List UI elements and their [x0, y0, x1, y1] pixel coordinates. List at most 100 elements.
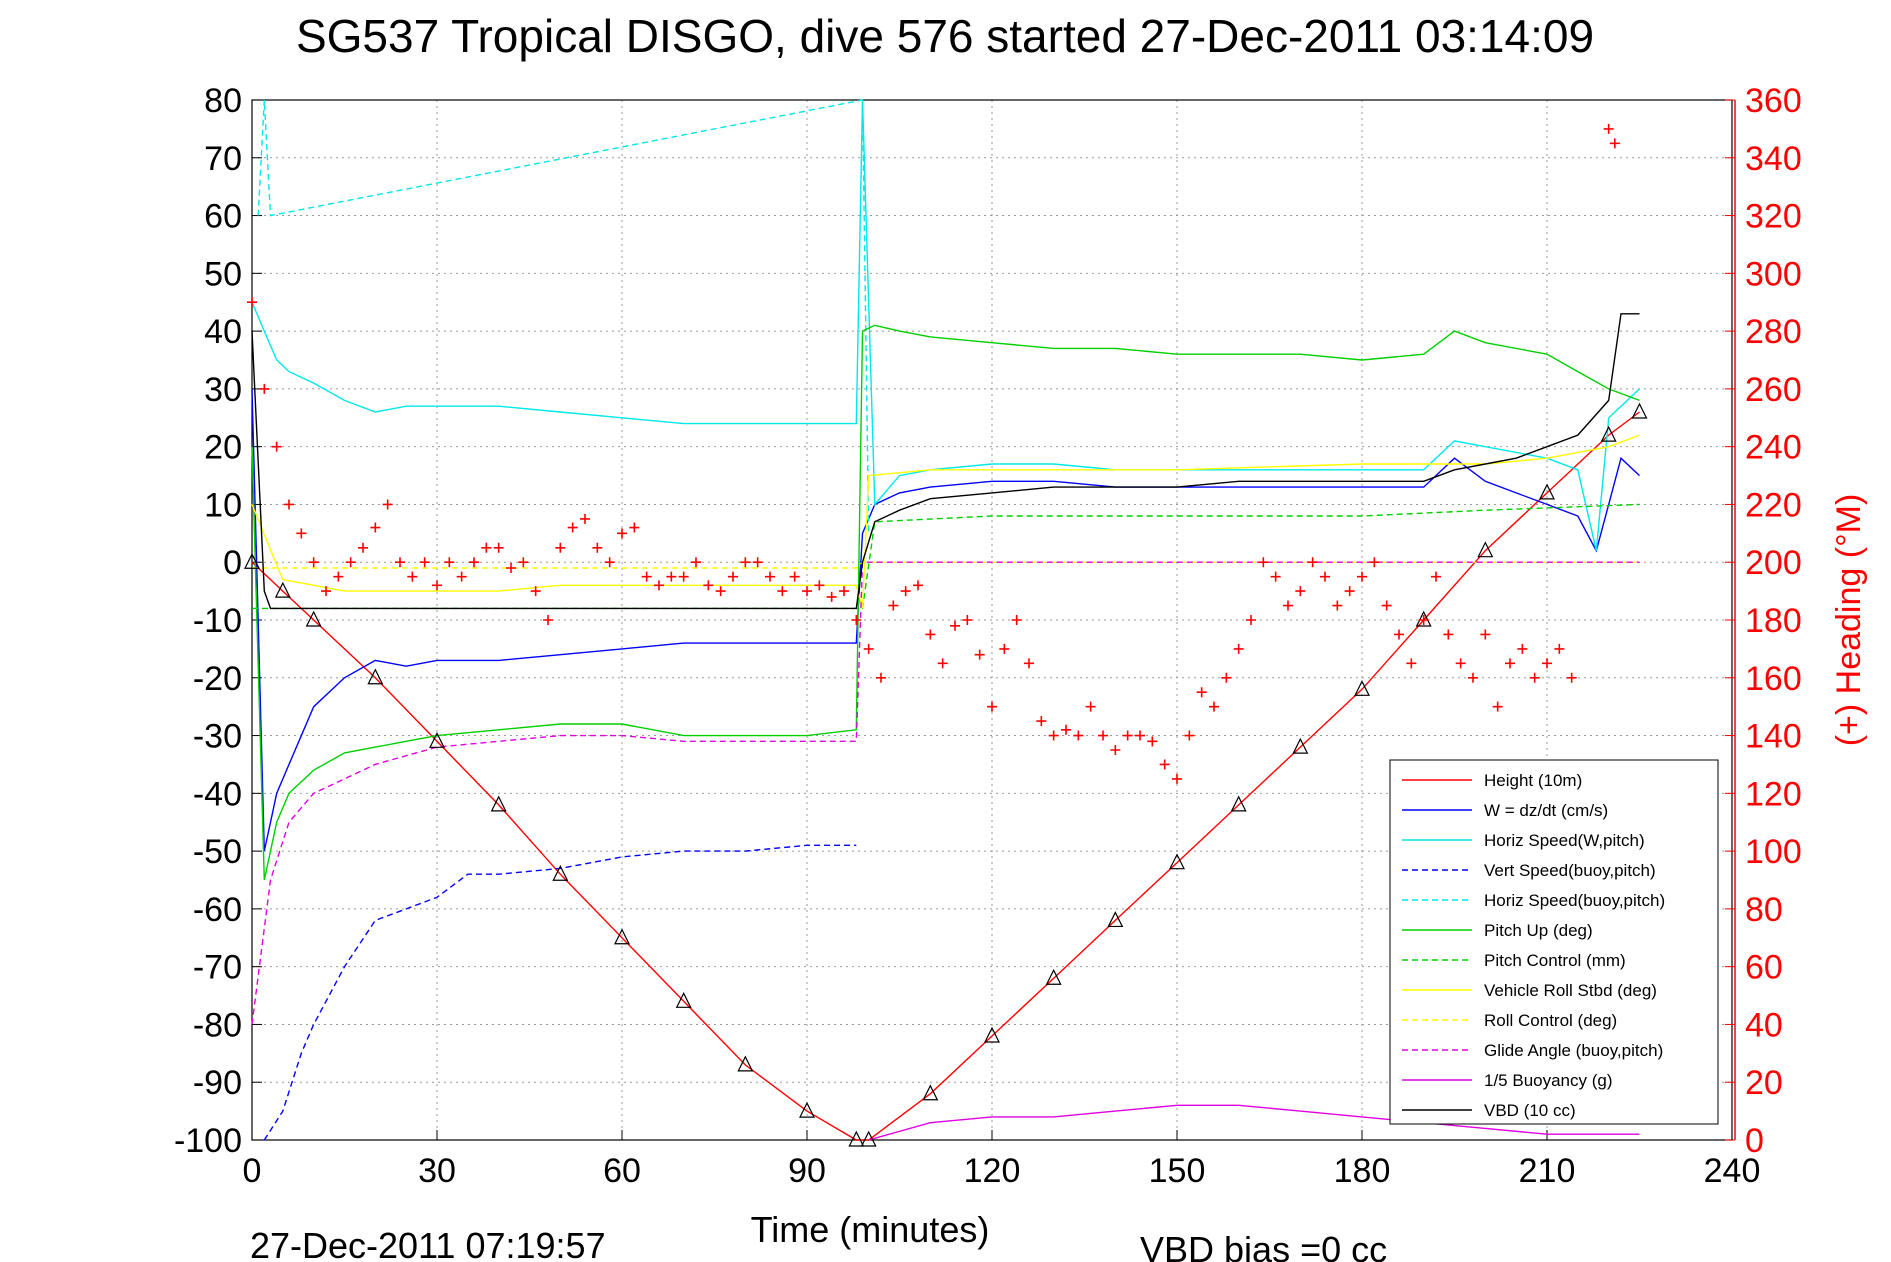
- legend-label: VBD (10 cc): [1484, 1101, 1576, 1120]
- heading-marker: [530, 586, 541, 597]
- heading-marker: [1369, 557, 1380, 568]
- heading-marker: [629, 522, 640, 533]
- height-marker: [1107, 911, 1124, 928]
- legend-label: Vehicle Roll Stbd (deg): [1484, 981, 1657, 1000]
- heading-marker: [1609, 138, 1620, 149]
- heading-marker: [1196, 687, 1207, 698]
- y-tick-label: 50: [204, 255, 242, 293]
- y-tick-label: 40: [204, 313, 242, 351]
- heading-marker: [950, 620, 960, 631]
- right-y-axis: 3603403203002802602402202001801601401201…: [1725, 82, 1802, 1160]
- heading-marker: [1073, 730, 1084, 741]
- heading-marker: [308, 557, 319, 568]
- y2-tick-label: 340: [1745, 140, 1802, 178]
- y2-tick-label: 80: [1745, 891, 1783, 929]
- heading-marker: [999, 643, 1010, 654]
- height-marker: [305, 610, 322, 627]
- heading-marker: [1258, 557, 1269, 568]
- heading-marker: [789, 571, 800, 582]
- heading-marker: [974, 649, 985, 660]
- y2-tick-label: 180: [1745, 602, 1802, 640]
- legend-label: Pitch Control (mm): [1484, 951, 1626, 970]
- heading-marker: [1295, 586, 1306, 597]
- heading-marker: [876, 672, 886, 683]
- heading-marker: [987, 701, 997, 712]
- heading-marker: [1517, 643, 1528, 654]
- heading-marker: [1048, 730, 1059, 741]
- y-tick-label: 0: [223, 544, 242, 582]
- heading-marker: [691, 557, 701, 568]
- heading-marker: [1492, 701, 1503, 712]
- heading-marker: [1221, 672, 1232, 683]
- height-marker: [490, 795, 507, 812]
- legend-label: Vert Speed(buoy,pitch): [1484, 861, 1656, 880]
- height-marker: [922, 1084, 939, 1101]
- heading-marker: [703, 580, 714, 591]
- height-marker: [614, 928, 630, 945]
- heading-marker: [370, 522, 381, 533]
- heading-marker: [395, 557, 405, 568]
- series-horiz_speed_buoy: [257, 99, 870, 534]
- legend-label: Horiz Speed(buoy,pitch): [1484, 891, 1665, 910]
- y2-tick-label: 100: [1745, 833, 1802, 871]
- heading-marker: [1455, 658, 1466, 669]
- heading-marker: [1011, 615, 1022, 625]
- legend-label: Pitch Up (deg): [1484, 921, 1593, 940]
- heading-marker: [1307, 557, 1318, 568]
- series-roll: [251, 434, 1640, 609]
- y2-tick-label: 280: [1745, 313, 1802, 351]
- series-w: [251, 388, 1640, 852]
- heading-marker: [1431, 571, 1441, 582]
- y-tick-label: 20: [204, 429, 242, 467]
- height-marker: [1230, 795, 1247, 812]
- height-marker: [274, 581, 291, 598]
- height-marker: [1292, 737, 1309, 754]
- heading-marker: [543, 615, 553, 625]
- x-tick-label: 210: [1519, 1152, 1576, 1190]
- height-marker: [799, 1101, 815, 1118]
- heading-marker: [1085, 701, 1096, 712]
- heading-marker: [728, 571, 738, 582]
- heading-marker: [1110, 745, 1121, 755]
- y-tick-label: 70: [204, 140, 242, 178]
- heading-marker: [1529, 672, 1540, 683]
- y2-tick-label: 300: [1745, 255, 1802, 293]
- heading-marker: [481, 542, 492, 553]
- heading-marker: [555, 542, 566, 553]
- y-tick-label: -60: [193, 891, 242, 929]
- height-marker: [1354, 679, 1370, 696]
- heading-marker: [1468, 672, 1478, 683]
- y2-tick-label: 220: [1745, 486, 1802, 524]
- series-glide_angle: [251, 561, 1640, 1025]
- heading-marker: [432, 580, 442, 591]
- heading-marker: [814, 580, 825, 591]
- heading-marker: [678, 571, 689, 582]
- heading-marker: [1566, 672, 1577, 683]
- heading-marker: [1172, 773, 1182, 784]
- y2-tick-label: 240: [1745, 429, 1802, 467]
- x-tick-label: 90: [788, 1152, 826, 1190]
- y2-tick-label: 200: [1745, 544, 1802, 582]
- heading-marker: [851, 615, 862, 625]
- heading-marker: [925, 629, 936, 640]
- heading-marker: [888, 600, 899, 611]
- x-tick-label: 0: [243, 1152, 262, 1190]
- heading-marker: [592, 542, 603, 553]
- x-tick-label: 120: [964, 1152, 1021, 1190]
- y-tick-label: -40: [193, 775, 242, 813]
- heading-marker: [358, 542, 368, 553]
- y-tick-label: 10: [204, 486, 242, 524]
- heading-marker: [321, 586, 331, 597]
- heading-marker: [839, 586, 849, 597]
- heading-marker: [1505, 658, 1515, 669]
- y2-tick-label: 60: [1745, 949, 1783, 987]
- heading-marker: [1233, 643, 1244, 654]
- legend-label: Horiz Speed(W,pitch): [1484, 831, 1645, 850]
- x-tick-label: 240: [1704, 1152, 1761, 1190]
- series-buoyancy: [868, 1104, 1640, 1141]
- heading-marker: [913, 580, 923, 591]
- heading-marker: [1184, 730, 1195, 741]
- height-marker: [1600, 425, 1617, 442]
- heading-markers: [247, 123, 1620, 784]
